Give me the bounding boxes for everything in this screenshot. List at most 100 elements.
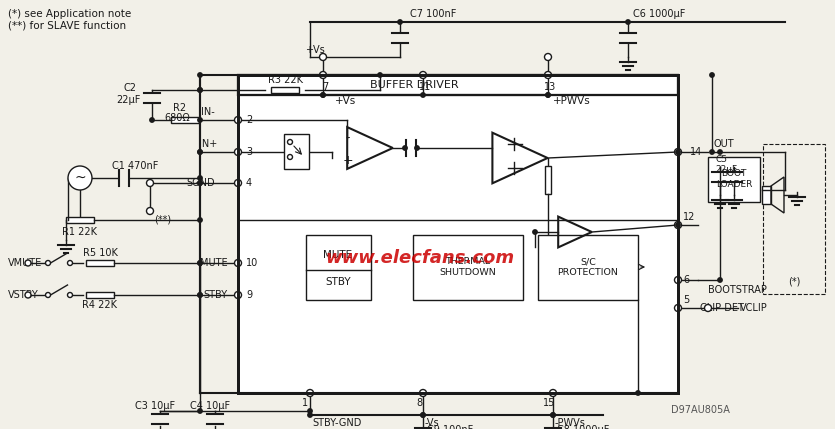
Circle shape [198, 118, 202, 122]
Circle shape [198, 73, 202, 77]
Text: (*): (*) [787, 277, 800, 287]
Circle shape [544, 72, 551, 79]
Circle shape [675, 305, 681, 311]
Bar [238, 75, 678, 393]
Text: C9 100nF: C9 100nF [427, 425, 473, 429]
Text: VCLIP: VCLIP [740, 303, 767, 313]
Circle shape [287, 154, 292, 160]
Text: IN+: IN+ [199, 139, 217, 149]
Bar [271, 87, 299, 93]
Bar [86, 260, 114, 266]
Text: R2: R2 [174, 103, 186, 113]
Bar [413, 235, 523, 300]
Text: S/C
PROTECTION: S/C PROTECTION [558, 257, 619, 277]
Text: STBY: STBY [203, 290, 227, 300]
Text: 5: 5 [683, 295, 689, 305]
Text: C5: C5 [715, 154, 727, 163]
Text: BUFFER DRIVER: BUFFER DRIVER [370, 80, 458, 90]
Bar [538, 235, 638, 300]
Text: 22μF: 22μF [715, 164, 737, 173]
Text: 22μF: 22μF [116, 95, 140, 105]
Bar [86, 292, 114, 298]
Text: 10: 10 [246, 258, 258, 268]
Circle shape [551, 413, 555, 417]
Bar [171, 117, 199, 123]
Circle shape [705, 305, 711, 311]
Circle shape [321, 93, 325, 97]
Circle shape [146, 208, 154, 214]
Text: MUTE: MUTE [200, 258, 228, 268]
Text: +: + [342, 154, 353, 166]
Circle shape [546, 73, 550, 77]
Bar [238, 75, 678, 393]
Bar [708, 157, 760, 202]
Bar [238, 75, 678, 95]
Text: -: - [346, 132, 350, 145]
Circle shape [710, 150, 714, 154]
Circle shape [676, 223, 681, 227]
Circle shape [635, 391, 640, 395]
Text: THERMAL
SHUTDOWN: THERMAL SHUTDOWN [439, 257, 496, 277]
Text: STBY: STBY [325, 277, 351, 287]
Circle shape [198, 293, 202, 297]
Circle shape [198, 218, 202, 222]
Circle shape [676, 150, 681, 154]
Circle shape [533, 230, 537, 234]
Circle shape [675, 221, 681, 229]
Text: 11: 11 [419, 82, 431, 92]
Bar [66, 217, 94, 223]
Text: OUT: OUT [713, 139, 734, 149]
Text: ~: ~ [74, 171, 86, 185]
Circle shape [146, 179, 154, 187]
Circle shape [415, 146, 419, 150]
Circle shape [419, 390, 427, 396]
Bar [545, 166, 551, 194]
Circle shape [198, 409, 202, 413]
Circle shape [546, 93, 550, 97]
Circle shape [68, 260, 73, 266]
Text: C2: C2 [124, 83, 136, 93]
Text: +Vs: +Vs [335, 96, 357, 106]
Text: CLIP DET: CLIP DET [700, 303, 744, 313]
Circle shape [544, 54, 551, 60]
Text: SGND: SGND [186, 178, 215, 188]
Circle shape [198, 293, 202, 297]
Text: VMUTE: VMUTE [8, 258, 43, 268]
Text: VSTBY: VSTBY [8, 290, 38, 300]
Circle shape [421, 93, 425, 97]
Circle shape [198, 181, 202, 185]
Circle shape [306, 390, 313, 396]
Text: C6 1000μF: C6 1000μF [633, 9, 686, 19]
Text: R3 22K: R3 22K [267, 75, 302, 85]
Circle shape [68, 166, 92, 190]
Text: +Vs: +Vs [305, 45, 325, 55]
Circle shape [198, 261, 202, 265]
Bar [238, 75, 678, 95]
Circle shape [546, 93, 550, 97]
Text: +PWVs: +PWVs [553, 96, 590, 106]
Text: R4 22K: R4 22K [83, 300, 118, 310]
Circle shape [198, 88, 202, 92]
Circle shape [402, 146, 407, 150]
Text: (**): (**) [154, 214, 171, 224]
Text: C3 10μF: C3 10μF [135, 401, 175, 411]
Circle shape [320, 54, 326, 60]
Text: C1 470nF: C1 470nF [112, 161, 159, 171]
Circle shape [198, 181, 202, 185]
Text: 14: 14 [690, 147, 702, 157]
Circle shape [675, 148, 681, 155]
Text: (**) for SLAVE function: (**) for SLAVE function [8, 21, 126, 31]
Bar [284, 134, 309, 169]
Text: 12: 12 [683, 212, 696, 222]
Text: 15: 15 [543, 398, 555, 408]
Text: IN-: IN- [201, 107, 215, 117]
Text: 2: 2 [246, 115, 252, 125]
Circle shape [551, 413, 555, 417]
Circle shape [235, 260, 241, 266]
Circle shape [198, 176, 202, 180]
Circle shape [308, 413, 312, 417]
Circle shape [308, 409, 312, 413]
Circle shape [235, 148, 241, 155]
Circle shape [397, 20, 402, 24]
Circle shape [675, 277, 681, 284]
